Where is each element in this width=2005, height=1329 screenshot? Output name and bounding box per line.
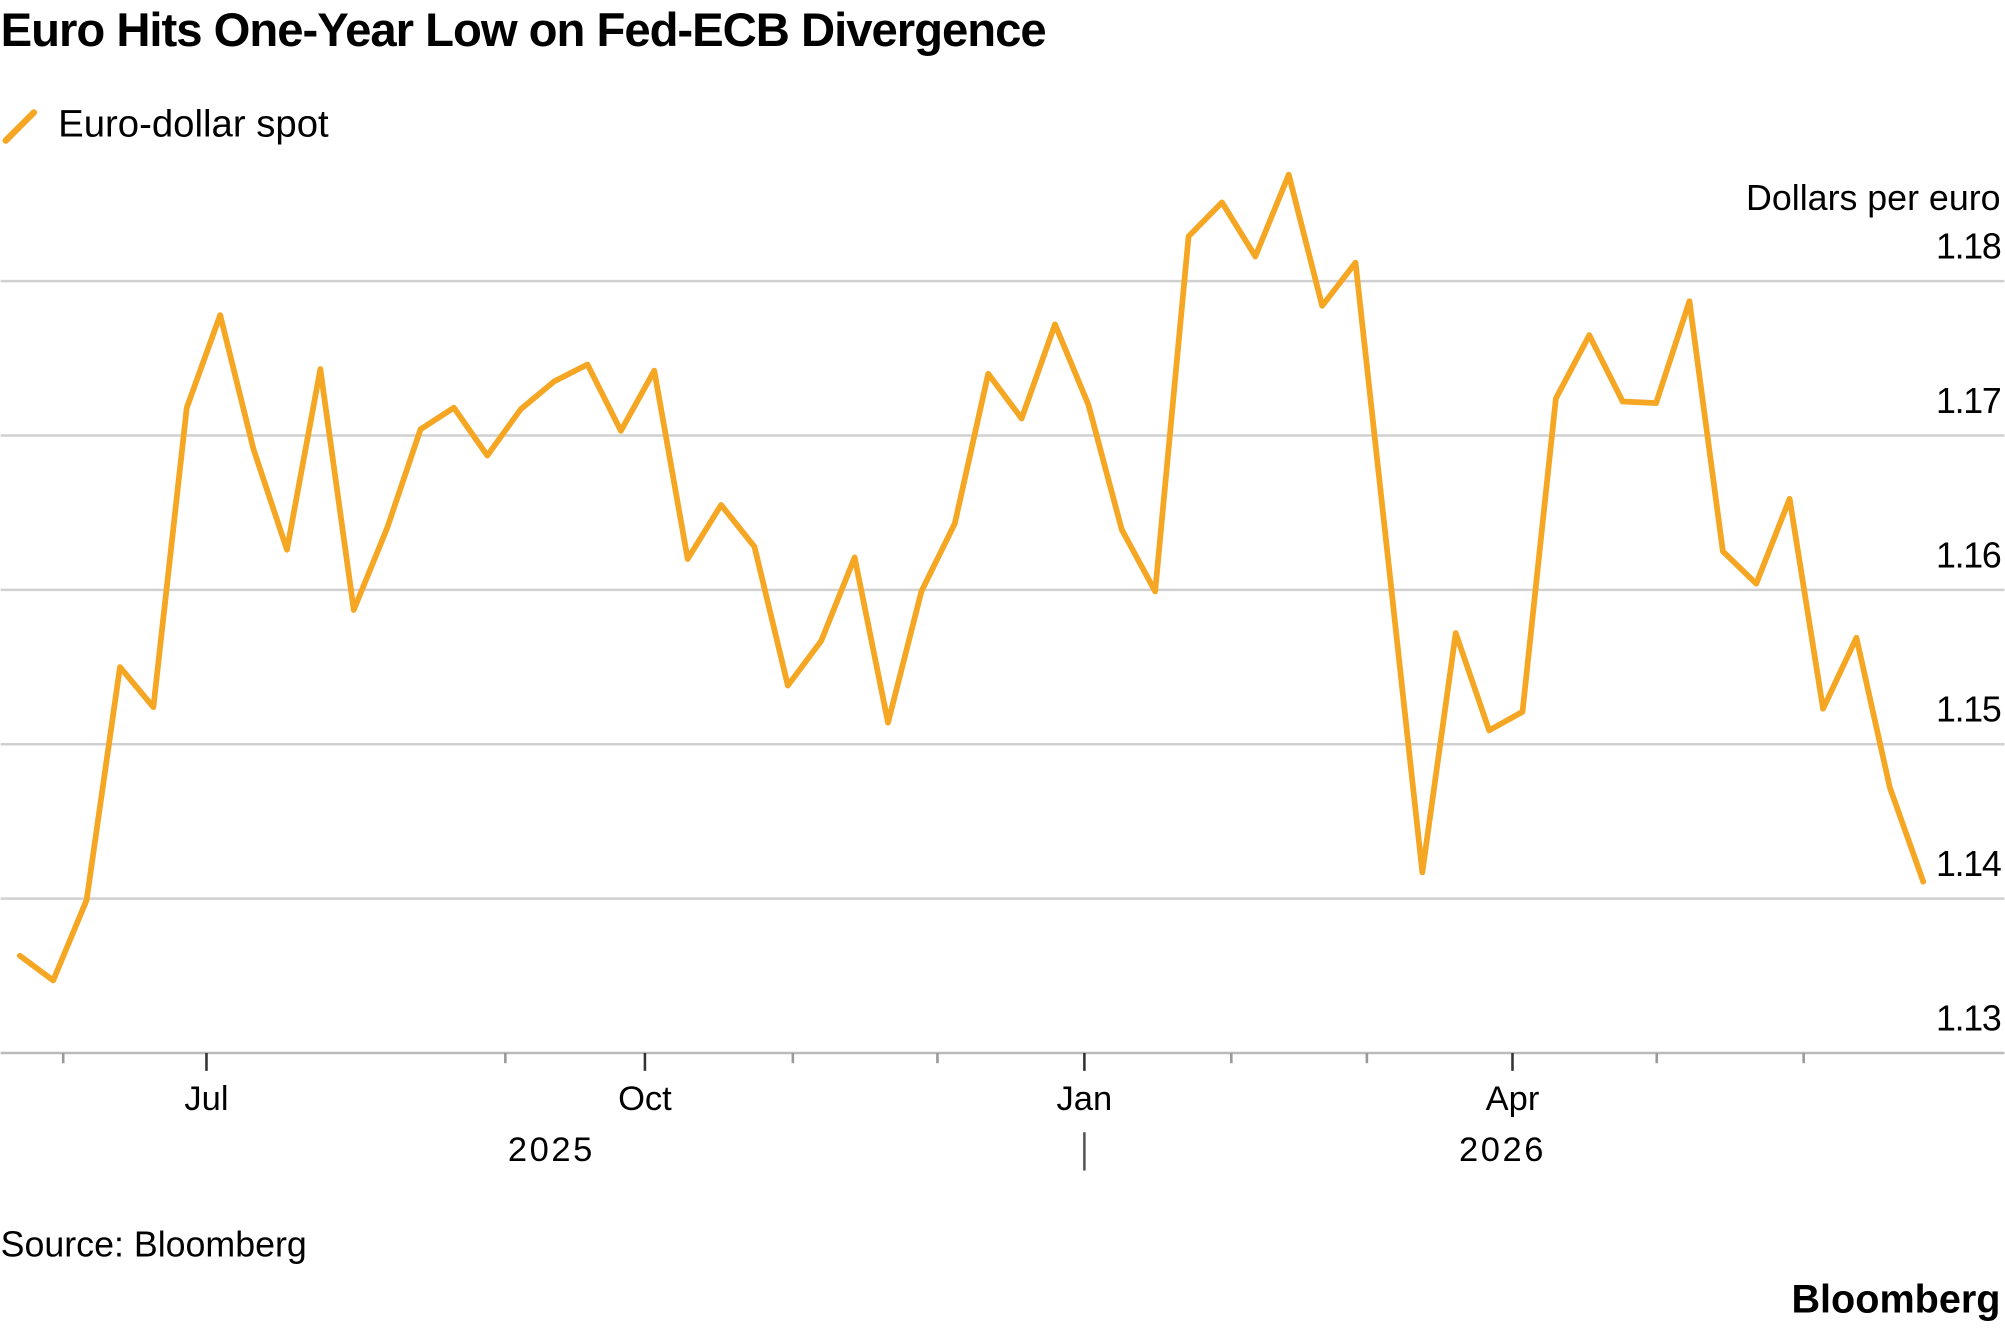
source: Source: Bloomberg — [1, 1225, 307, 1265]
x-tick-label: Jan — [1057, 1080, 1113, 1118]
year-label: 2026 — [1459, 1131, 1546, 1169]
y-tick-label: 1.17 — [1936, 381, 2001, 421]
y-tick-label: 1.14 — [1936, 844, 2001, 884]
y-tick-label: 1.18 — [1936, 227, 2001, 267]
y-tick-label: 1.16 — [1936, 535, 2001, 575]
year-label: 2025 — [508, 1131, 595, 1169]
x-tick-label: Oct — [618, 1080, 672, 1118]
y-tick-label: 1.15 — [1936, 690, 2001, 730]
x-tick-label: Jul — [184, 1080, 228, 1118]
legend-swatch — [2, 109, 38, 144]
y-tick-label: 1.13 — [1936, 998, 2001, 1038]
logo: Bloomberg — [1791, 1278, 2000, 1322]
series-line — [16, 171, 1927, 984]
x-tick-label: Apr — [1486, 1080, 1540, 1118]
legend-label: Euro-dollar spot — [58, 102, 329, 145]
y-axis-label: Dollars per euro — [1746, 178, 2000, 218]
chart-title: Euro Hits One-Year Low on Fed-ECB Diverg… — [1, 4, 1046, 57]
